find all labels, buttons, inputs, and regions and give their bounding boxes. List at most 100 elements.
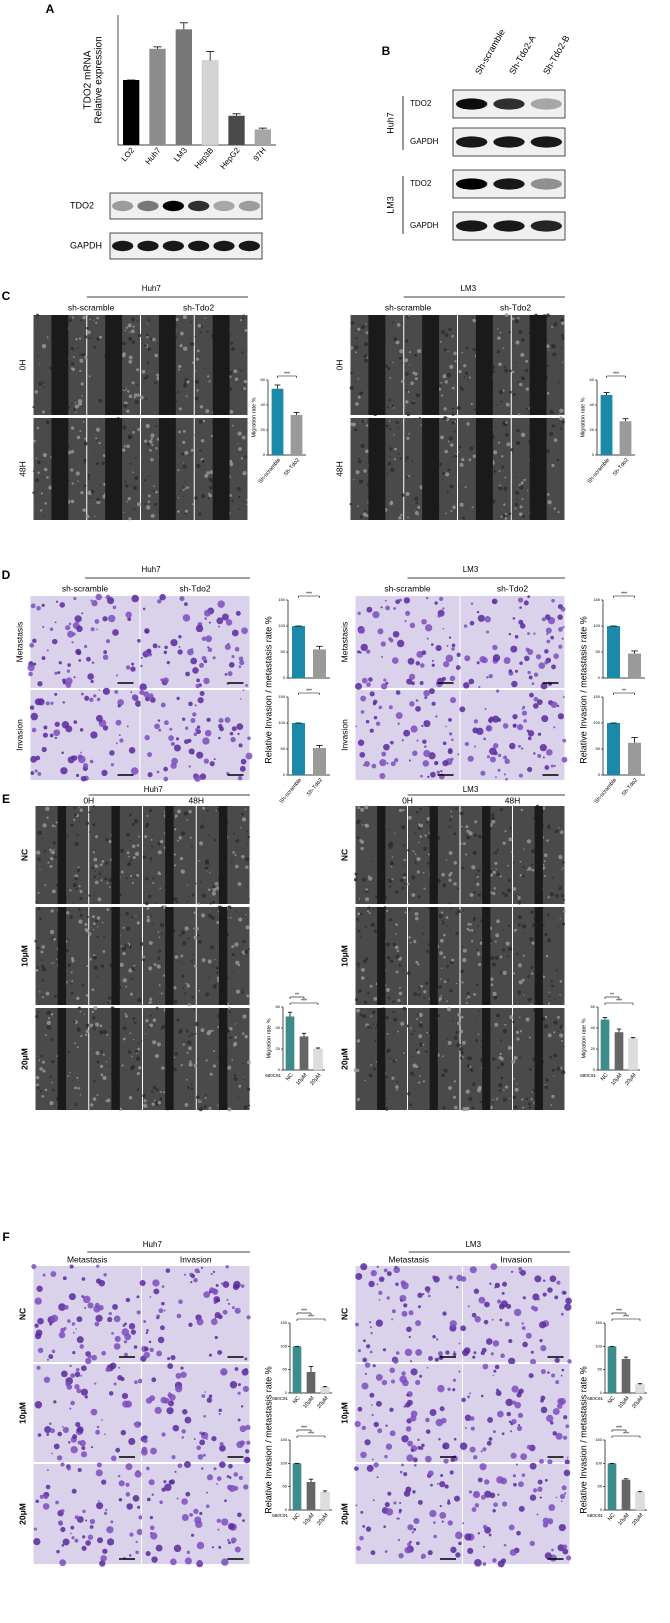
- cell: [392, 942, 397, 947]
- micrograph: [457, 418, 512, 520]
- cell: [438, 596, 444, 601]
- cell: [544, 765, 550, 770]
- cell: [566, 1456, 569, 1459]
- cell: [525, 1332, 532, 1339]
- bar: [254, 129, 271, 145]
- cell: [513, 723, 517, 728]
- cell: [102, 950, 106, 953]
- cell: [452, 1019, 455, 1022]
- cell: [495, 404, 498, 406]
- cell: [384, 364, 389, 368]
- cell: [417, 1438, 420, 1442]
- cell: [532, 937, 535, 940]
- cell: [84, 335, 88, 339]
- cell: [243, 1484, 249, 1490]
- cell: [470, 923, 473, 926]
- cell: [388, 398, 391, 402]
- cell: [369, 1326, 372, 1329]
- cell: [456, 652, 461, 657]
- cell: [156, 373, 160, 377]
- cell: [239, 1425, 247, 1433]
- cell: [360, 443, 365, 448]
- cell: [389, 501, 393, 506]
- cell: [528, 1106, 532, 1109]
- cell: [425, 821, 429, 824]
- cell: [177, 497, 180, 499]
- cell: [163, 650, 168, 655]
- cell: [393, 337, 398, 342]
- cell: [94, 1321, 100, 1327]
- cell: [154, 1054, 159, 1059]
- cell: [154, 1406, 162, 1415]
- cell: [505, 421, 508, 424]
- cell: [443, 416, 448, 421]
- cell: [506, 442, 511, 447]
- cell: [105, 639, 111, 644]
- cell: [136, 921, 140, 925]
- cell: [35, 1014, 39, 1019]
- cell: [369, 1392, 375, 1398]
- cell: [460, 809, 462, 812]
- cell: [213, 1050, 216, 1053]
- x-tick-label: HepG2: [218, 145, 242, 171]
- wound-gap: [105, 315, 123, 415]
- cell: [527, 975, 530, 978]
- cell: [237, 1391, 241, 1395]
- cell: [476, 860, 478, 862]
- cell: [82, 508, 86, 512]
- cell: [134, 1049, 138, 1053]
- bar: [292, 1346, 302, 1393]
- cell: [139, 683, 147, 691]
- cell: [200, 1266, 203, 1269]
- cell: [240, 826, 242, 829]
- cell: [186, 1029, 189, 1033]
- cell: [513, 1482, 517, 1487]
- cell: [95, 1082, 97, 1084]
- cell: [175, 737, 180, 741]
- cell: [146, 1106, 149, 1108]
- cell: [180, 1366, 184, 1370]
- cell: [459, 1442, 468, 1450]
- cell: [395, 690, 401, 695]
- cell: [413, 400, 415, 402]
- cell: [54, 825, 57, 828]
- cell: [42, 453, 47, 457]
- cell: [404, 339, 409, 343]
- cell: [375, 1061, 377, 1063]
- cell: [91, 600, 98, 607]
- cell: [164, 645, 168, 650]
- cell: [200, 1028, 205, 1033]
- cell: [207, 1029, 212, 1034]
- cell: [357, 806, 361, 810]
- cell: [105, 838, 109, 842]
- cell: [403, 1303, 408, 1308]
- cell: [247, 1100, 250, 1103]
- cell: [215, 1283, 219, 1287]
- cell: [120, 848, 125, 853]
- cell: [389, 1367, 396, 1374]
- cell: [508, 1524, 515, 1531]
- cell: [190, 1033, 194, 1036]
- cell: [128, 1096, 133, 1100]
- cell: [220, 1282, 223, 1285]
- cell: [138, 1515, 143, 1520]
- cell: [477, 924, 480, 927]
- cell: [557, 381, 560, 384]
- cell: [455, 982, 458, 985]
- cell: [149, 857, 153, 861]
- cell: [544, 660, 549, 665]
- cell: [474, 1492, 478, 1496]
- cell: [509, 1015, 514, 1020]
- y-axis-label: Relative expression: [94, 36, 105, 123]
- cell: [219, 1461, 226, 1469]
- cell: [197, 1058, 199, 1061]
- cell: [195, 683, 200, 689]
- cell: [245, 1424, 251, 1430]
- cell: [457, 753, 460, 756]
- cell: [46, 1469, 49, 1472]
- cell: [448, 636, 452, 639]
- cell: [70, 1525, 75, 1530]
- cell: [81, 352, 85, 357]
- cell: [401, 1310, 408, 1317]
- cell: [428, 1356, 433, 1361]
